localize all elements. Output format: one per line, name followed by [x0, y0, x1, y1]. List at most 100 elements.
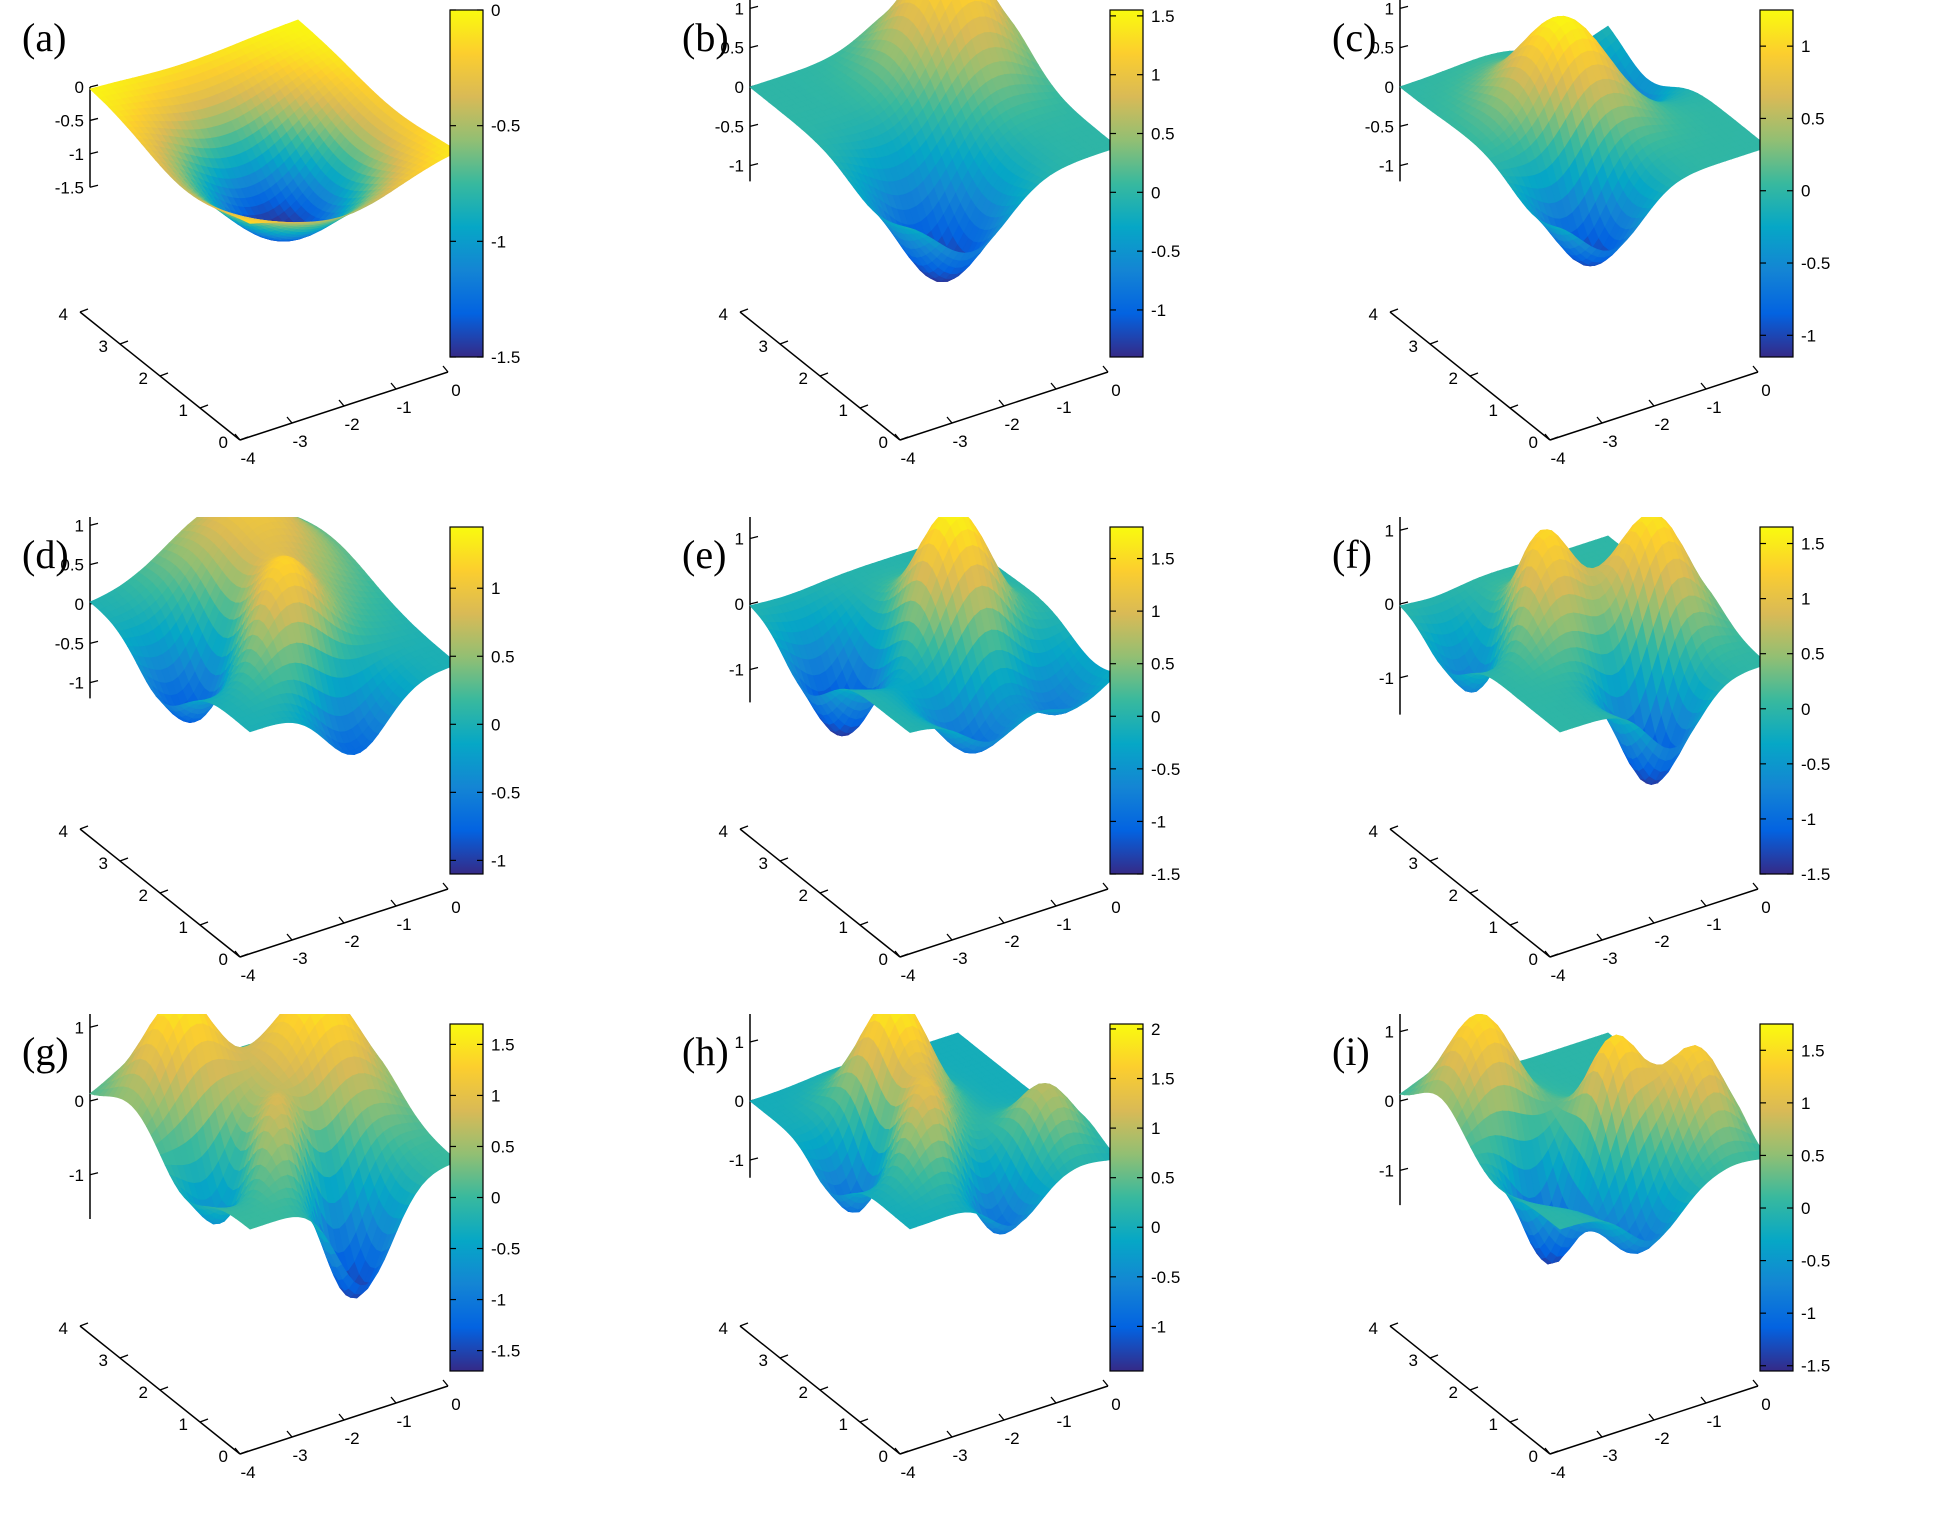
x-tick [442, 882, 449, 890]
x-tick-label: 0 [1111, 381, 1120, 400]
colorbar-tick-label: 0 [491, 1, 500, 20]
y-tick-label: 4 [59, 822, 68, 841]
z-tick-label: 1 [1385, 0, 1394, 18]
x-tick-label: -4 [900, 966, 915, 985]
x-tick-label: -3 [952, 432, 967, 451]
x-tick [998, 399, 1005, 407]
surface-patch [896, 0, 899, 2]
y-tick [859, 921, 869, 926]
x-tick-label: -1 [1056, 915, 1071, 934]
x-tick [946, 416, 953, 424]
surface-patch [207, 517, 217, 521]
surface-mesh [749, 0, 1119, 282]
z-tick-label: -0.5 [55, 634, 84, 653]
panel-e: 1 0 -1 4 3 2 1 0 0 -1 -2 -3 -4 1.5 1 0.5 0 -0.5 -1 -1.5 (e) [660, 517, 1310, 1024]
x-tick [1648, 399, 1655, 407]
y-tick-label: 3 [759, 337, 768, 356]
surface-mesh [89, 19, 459, 242]
panel-label: (c) [1332, 15, 1377, 60]
colorbar-tick-label: -0.5 [1801, 254, 1830, 273]
panel-label: (d) [22, 532, 69, 577]
x-tick-label: 0 [1111, 898, 1120, 917]
y-tick-label: 4 [719, 822, 728, 841]
y-tick [779, 857, 789, 862]
y-tick [239, 953, 249, 958]
x-tick-label: -2 [1004, 932, 1019, 951]
y-tick-label: 0 [219, 433, 228, 452]
colorbar [1109, 9, 1144, 358]
colorbar-tick-label: -1 [491, 851, 506, 870]
z-tick-label: 0.5 [60, 556, 84, 575]
y-tick [1429, 340, 1439, 345]
z-tick [89, 184, 99, 188]
panel-a: 0 -0.5 -1 -1.5 4 3 2 1 0 0 -1 -2 -3 -4 0 -0.5 -1 -1.5 (a) [0, 0, 650, 507]
x-tick-label: -3 [952, 949, 967, 968]
x-tick [1544, 433, 1551, 441]
z-tick-label: 0 [1385, 78, 1394, 97]
colorbar-tick-label: -1 [1151, 301, 1166, 320]
y-tick-label: 2 [799, 369, 808, 388]
z-tick [89, 522, 99, 526]
z-tick-label: -0.5 [715, 117, 744, 136]
z-tick [749, 123, 759, 127]
y-tick [79, 825, 89, 830]
colorbar-tick-label: -1 [1801, 326, 1816, 345]
x-tick-label: 0 [451, 898, 460, 917]
z-tick-label: -0.5 [1365, 117, 1394, 136]
surface-patch [914, 0, 924, 10]
x-tick [894, 433, 901, 441]
colorbar-tick-label: 1.5 [1151, 7, 1175, 26]
y-tick [779, 340, 789, 345]
y-tick-label: 2 [1449, 369, 1458, 388]
y-tick-label: 3 [99, 337, 108, 356]
surface-mesh [749, 517, 1119, 754]
y-tick [819, 372, 829, 377]
y-tick [79, 308, 89, 313]
z-tick [749, 666, 759, 671]
x-tick-label: 0 [451, 381, 460, 400]
colorbar [449, 526, 484, 875]
colorbar-tick-label: -0.5 [1151, 242, 1180, 261]
y-tick-label: 3 [99, 854, 108, 873]
z-tick-label: -1 [69, 145, 84, 164]
y-tick [739, 308, 749, 313]
z-tick [89, 640, 99, 644]
y-tick [159, 889, 169, 894]
y-tick [1509, 404, 1519, 409]
x-tick [894, 950, 901, 958]
x-tick-label: 0 [1761, 381, 1770, 400]
colorbar-tick-label: 0.5 [1801, 109, 1825, 128]
x-tick [1102, 882, 1109, 890]
z-tick-label: 1 [75, 517, 84, 535]
y-tick-label: 0 [879, 433, 888, 452]
y-tick [199, 921, 209, 926]
x-tick-label: -4 [900, 449, 915, 468]
x-tick-label: -1 [396, 915, 411, 934]
x-tick-label: -4 [1550, 449, 1565, 468]
y-tick [859, 404, 869, 409]
x-tick-label: -2 [1654, 415, 1669, 434]
colorbar-tick-label: 0 [1151, 183, 1160, 202]
y-tick-label: 1 [179, 401, 188, 420]
panel-label: (a) [22, 15, 67, 60]
panel-d: 1 0.5 0 -0.5 -1 4 3 2 1 0 0 -1 -2 -3 -4 1 0.5 0 -0.5 -1 (d) [0, 517, 650, 1024]
x-tick-label: -1 [1056, 398, 1071, 417]
x-tick [442, 365, 449, 373]
z-tick [1399, 123, 1409, 127]
z-tick [89, 680, 99, 684]
y-tick-label: 4 [719, 305, 728, 324]
z-tick-label: -1 [1379, 157, 1394, 176]
colorbar-tick-label: 1 [491, 579, 500, 598]
y-tick-label: 2 [139, 886, 148, 905]
colorbar-tick-label: -0.5 [491, 783, 520, 802]
y-tick [1389, 308, 1399, 313]
x-tick [286, 416, 293, 424]
y-tick [239, 436, 249, 441]
panel-c: 1 0.5 0 -0.5 -1 4 3 2 1 0 0 -1 -2 -3 -4 1 0.5 0 -0.5 -1 (c) [1310, 0, 1950, 507]
y-tick-label: 3 [1409, 337, 1418, 356]
x-tick [286, 933, 293, 941]
x-tick [390, 899, 397, 907]
